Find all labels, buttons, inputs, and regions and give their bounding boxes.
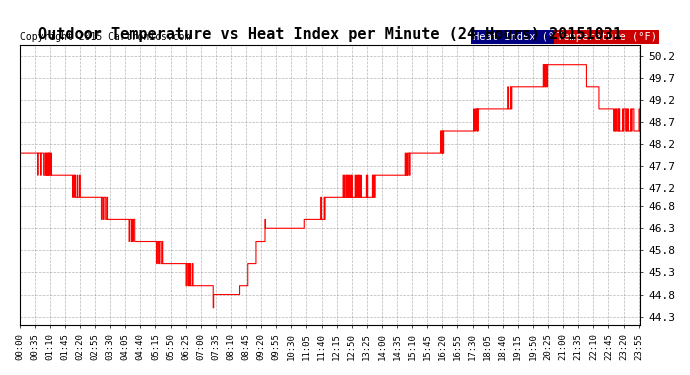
Text: Copyright 2015 Cartronics.com: Copyright 2015 Cartronics.com [19, 32, 190, 42]
Text: Temperature (°F): Temperature (°F) [557, 32, 657, 42]
Text: Heat Index (°F): Heat Index (°F) [473, 32, 566, 42]
Title: Outdoor Temperature vs Heat Index per Minute (24 Hours) 20151031: Outdoor Temperature vs Heat Index per Mi… [38, 26, 622, 42]
